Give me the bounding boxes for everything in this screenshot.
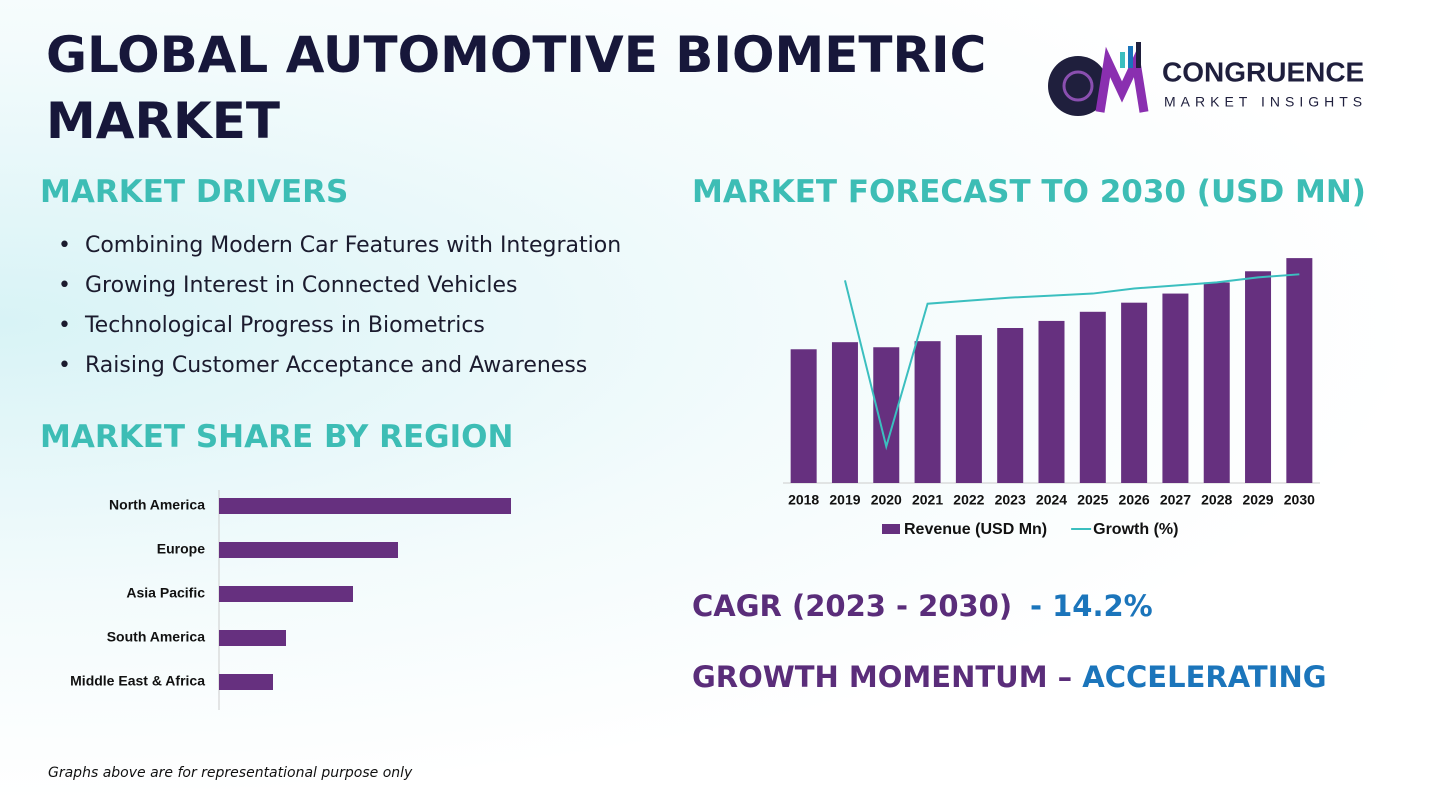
- x-tick-label: 2026: [1119, 492, 1150, 508]
- page-title: GLOBAL AUTOMOTIVE BIOMETRIC MARKET: [46, 26, 987, 150]
- x-tick-label: 2022: [953, 492, 984, 508]
- bar: [790, 349, 817, 483]
- driver-item: Growing Interest in Connected Vehicles: [58, 268, 621, 308]
- cagr-label: CAGR (2023 - 2030): [692, 589, 1013, 623]
- momentum: GROWTH MOMENTUM – ACCELERATING: [692, 660, 1327, 694]
- region-heading: MARKET SHARE BY REGION: [40, 419, 514, 455]
- bar: [955, 335, 982, 483]
- bar: [219, 586, 353, 602]
- x-tick-label: 2028: [1201, 492, 1232, 508]
- bar: [219, 674, 273, 690]
- x-tick-label: 2019: [829, 492, 860, 508]
- x-tick-label: 2030: [1284, 492, 1315, 508]
- bar: [1286, 258, 1313, 483]
- drivers-list: Combining Modern Car Features with Integ…: [58, 228, 621, 388]
- bar: [1121, 302, 1148, 483]
- driver-item: Raising Customer Acceptance and Awarenes…: [58, 348, 621, 388]
- bar: [219, 542, 398, 558]
- bar: [1079, 311, 1106, 483]
- legend-label: Revenue (USD Mn): [904, 521, 1047, 538]
- x-tick-label: 2020: [871, 492, 902, 508]
- x-tick-label: 2024: [1036, 492, 1067, 508]
- bar: [914, 341, 941, 483]
- logo-name: CONGRUENCE: [1162, 56, 1364, 87]
- y-tick-label: Asia Pacific: [126, 585, 205, 601]
- forecast-heading: MARKET FORECAST TO 2030 (USD MN): [692, 174, 1366, 210]
- driver-item: Combining Modern Car Features with Integ…: [58, 228, 621, 268]
- cagr-value: - 14.2%: [1030, 589, 1153, 623]
- x-tick-label: 2029: [1242, 492, 1273, 508]
- x-tick-label: 2021: [912, 492, 943, 508]
- bar: [1038, 320, 1065, 483]
- bar: [831, 342, 858, 483]
- x-tick-label: 2027: [1160, 492, 1191, 508]
- bar: [1245, 271, 1272, 483]
- x-tick-label: 2023: [995, 492, 1026, 508]
- logo-tagline: MARKET INSIGHTS: [1164, 94, 1367, 110]
- logo: CONGRUENCE MARKET INSIGHTS: [1048, 42, 1367, 116]
- legend-label: Growth (%): [1093, 521, 1178, 538]
- bar: [1162, 293, 1189, 483]
- legend-swatch: [882, 524, 900, 534]
- bar: [1203, 282, 1230, 483]
- growth-line: [843, 273, 1300, 451]
- y-tick-label: South America: [107, 629, 205, 645]
- drivers-heading: MARKET DRIVERS: [40, 174, 349, 210]
- bar: [997, 328, 1024, 483]
- bar: [219, 498, 511, 514]
- momentum-value: ACCELERATING: [1082, 660, 1327, 694]
- y-tick-label: North America: [109, 497, 205, 513]
- x-tick-label: 2025: [1077, 492, 1108, 508]
- footnote: Graphs above are for representational pu…: [48, 765, 413, 781]
- driver-item: Technological Progress in Biometrics: [58, 308, 621, 348]
- x-tick-label: 2018: [788, 492, 819, 508]
- y-tick-label: Middle East & Africa: [70, 673, 205, 689]
- momentum-label: GROWTH MOMENTUM –: [692, 660, 1073, 694]
- bar: [219, 630, 286, 646]
- y-tick-label: Europe: [157, 541, 205, 557]
